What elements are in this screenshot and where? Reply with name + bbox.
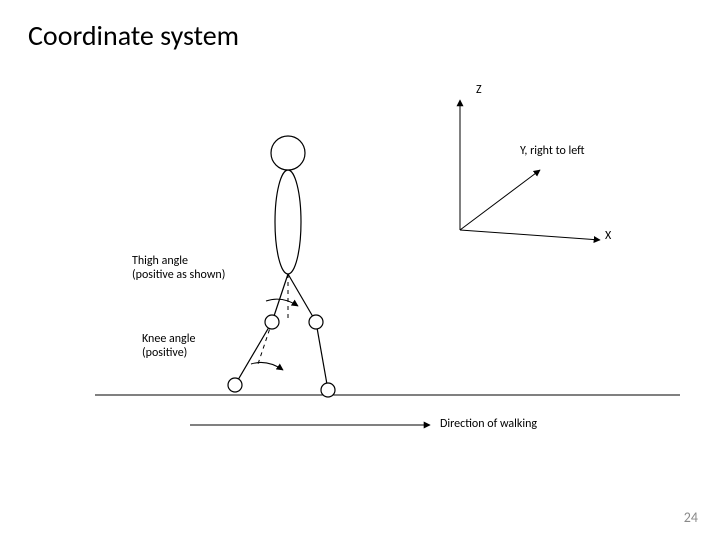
diagram-canvas — [0, 0, 720, 540]
angle-indicator-arrows — [251, 299, 298, 370]
stick-figure — [228, 136, 335, 397]
coordinate-axes — [460, 100, 600, 240]
